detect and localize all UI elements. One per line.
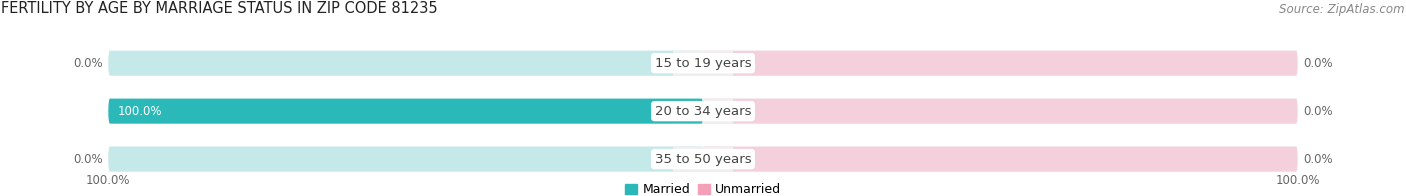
Text: 0.0%: 0.0% [1303, 57, 1333, 70]
Text: 100.0%: 100.0% [1275, 174, 1320, 187]
FancyBboxPatch shape [108, 99, 703, 124]
Text: FERTILITY BY AGE BY MARRIAGE STATUS IN ZIP CODE 81235: FERTILITY BY AGE BY MARRIAGE STATUS IN Z… [1, 1, 439, 16]
FancyBboxPatch shape [703, 99, 1298, 124]
Bar [673, 147, 703, 172]
FancyBboxPatch shape [108, 99, 1298, 124]
Bar [703, 99, 733, 124]
Text: 35 to 50 years: 35 to 50 years [655, 152, 751, 166]
FancyBboxPatch shape [108, 147, 1298, 172]
Text: 0.0%: 0.0% [1303, 152, 1333, 166]
FancyBboxPatch shape [108, 147, 703, 172]
Text: 100.0%: 100.0% [117, 105, 162, 118]
Text: 0.0%: 0.0% [73, 152, 103, 166]
Bar [673, 99, 703, 124]
Text: 100.0%: 100.0% [86, 174, 131, 187]
FancyBboxPatch shape [108, 51, 1298, 76]
Text: 15 to 19 years: 15 to 19 years [655, 57, 751, 70]
FancyBboxPatch shape [703, 51, 1298, 76]
Bar [703, 51, 733, 76]
FancyBboxPatch shape [108, 51, 703, 76]
Bar [703, 147, 733, 172]
FancyBboxPatch shape [703, 147, 1298, 172]
Text: 20 to 34 years: 20 to 34 years [655, 105, 751, 118]
Text: Source: ZipAtlas.com: Source: ZipAtlas.com [1279, 3, 1405, 16]
FancyBboxPatch shape [108, 99, 703, 124]
Bar [673, 51, 703, 76]
Text: 0.0%: 0.0% [73, 57, 103, 70]
Legend: Married, Unmarried: Married, Unmarried [624, 183, 782, 196]
Text: 0.0%: 0.0% [1303, 105, 1333, 118]
